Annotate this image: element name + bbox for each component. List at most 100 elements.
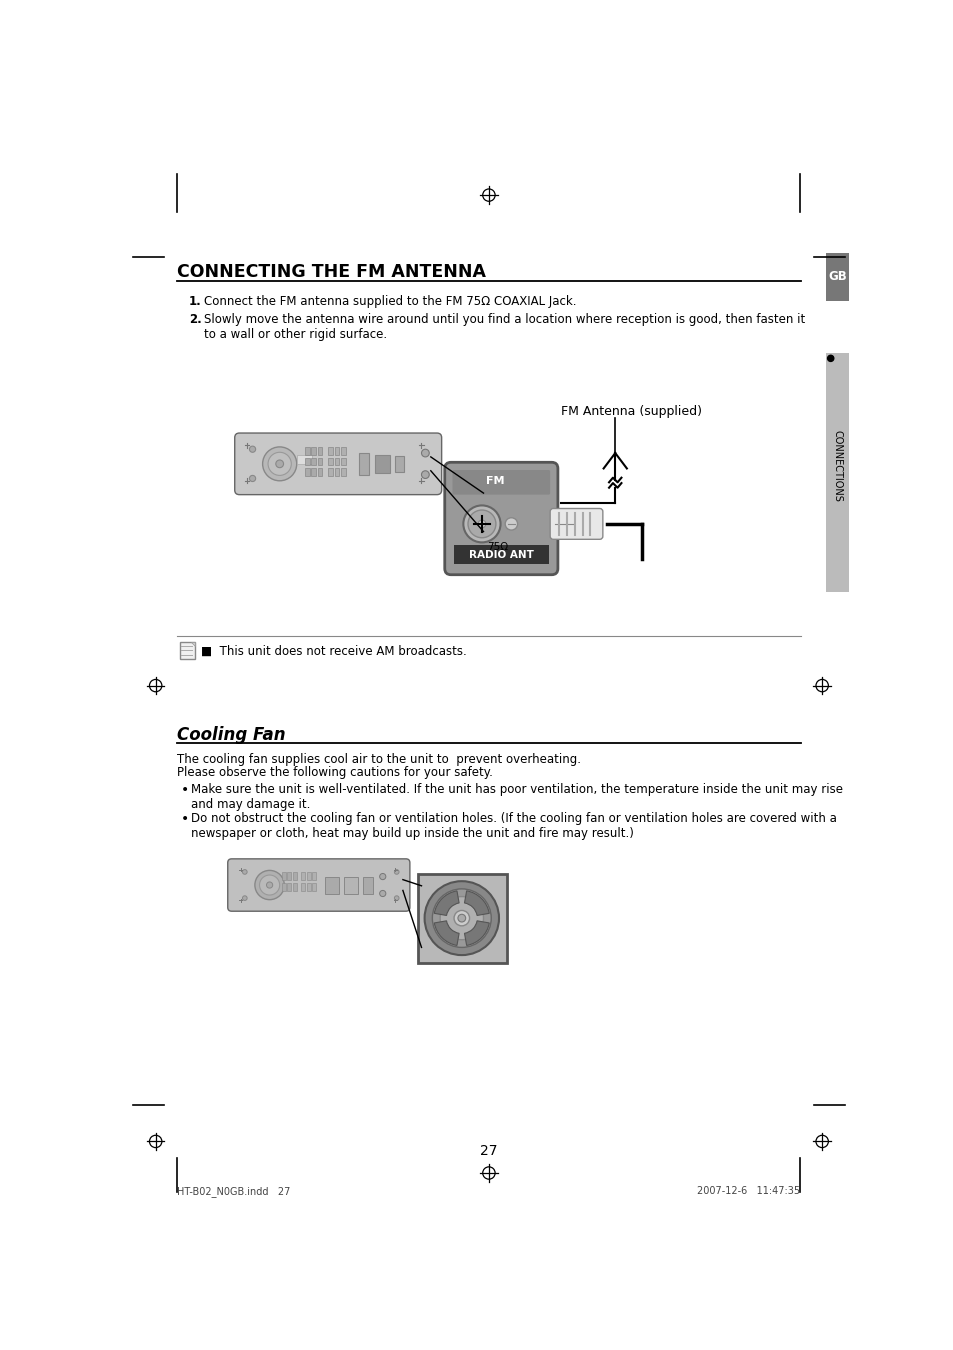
Bar (282, 883, 286, 891)
Bar (311, 458, 315, 466)
Bar (324, 876, 338, 894)
Bar (359, 454, 369, 475)
Circle shape (457, 914, 465, 922)
Bar (301, 883, 305, 891)
Text: 75Ω: 75Ω (486, 543, 508, 552)
Bar (287, 872, 291, 880)
Bar (307, 872, 311, 880)
Bar (375, 455, 390, 472)
Text: Slowly move the antenna wire around until you find a location where reception is: Slowly move the antenna wire around unti… (204, 313, 805, 342)
Circle shape (432, 888, 491, 948)
Bar (317, 458, 322, 466)
Circle shape (505, 518, 517, 531)
Text: •: • (181, 783, 190, 798)
Bar (301, 872, 305, 880)
Text: Do not obstruct the cooling fan or ventilation holes. (If the cooling fan or ven: Do not obstruct the cooling fan or venti… (192, 811, 837, 840)
Circle shape (249, 446, 255, 452)
Circle shape (394, 896, 398, 900)
Circle shape (242, 869, 247, 875)
FancyBboxPatch shape (179, 641, 195, 659)
FancyBboxPatch shape (452, 470, 550, 494)
Text: CONNECTIONS: CONNECTIONS (832, 431, 841, 502)
Text: •: • (181, 811, 190, 826)
FancyBboxPatch shape (228, 859, 410, 911)
Text: CONNECTING THE FM ANTENNA: CONNECTING THE FM ANTENNA (177, 263, 486, 281)
Circle shape (439, 896, 483, 940)
Text: FM Antenna (supplied): FM Antenna (supplied) (560, 405, 701, 417)
Circle shape (454, 910, 469, 926)
Text: 1.: 1. (189, 296, 201, 308)
Bar (305, 458, 310, 466)
Bar (305, 447, 310, 455)
Wedge shape (464, 921, 489, 945)
Bar (328, 447, 333, 455)
Wedge shape (434, 921, 458, 945)
FancyBboxPatch shape (550, 509, 602, 539)
Text: RADIO ANT: RADIO ANT (468, 549, 533, 560)
Text: 2.: 2. (189, 313, 201, 325)
Circle shape (827, 355, 833, 362)
Circle shape (254, 871, 284, 899)
Bar (335, 458, 339, 466)
Bar (344, 876, 357, 894)
Bar (328, 458, 333, 466)
Text: 2007-12-6   11:47:35: 2007-12-6 11:47:35 (697, 1187, 800, 1196)
Text: GB: GB (827, 270, 846, 284)
Circle shape (379, 873, 385, 880)
Circle shape (463, 505, 500, 543)
Circle shape (268, 452, 291, 475)
Wedge shape (434, 891, 458, 915)
Text: ■  This unit does not receive AM broadcasts.: ■ This unit does not receive AM broadcas… (201, 645, 467, 657)
Circle shape (424, 882, 498, 954)
Text: Connect the FM antenna supplied to the FM 75Ω COAXIAL Jack.: Connect the FM antenna supplied to the F… (204, 296, 577, 308)
Bar (287, 883, 291, 891)
Circle shape (266, 882, 273, 888)
Circle shape (394, 869, 398, 875)
Bar (335, 447, 339, 455)
Text: Cooling Fan: Cooling Fan (177, 726, 286, 744)
Bar (296, 455, 312, 464)
Bar (305, 468, 310, 477)
Bar (825, 252, 848, 301)
Bar (312, 883, 315, 891)
Circle shape (421, 471, 429, 478)
Bar (307, 883, 311, 891)
Circle shape (249, 475, 255, 482)
Bar (335, 468, 339, 477)
Circle shape (379, 891, 385, 896)
Circle shape (468, 510, 496, 537)
Text: Please observe the following cautions for your safety.: Please observe the following cautions fo… (177, 765, 493, 779)
Bar (293, 883, 296, 891)
Text: FM: FM (485, 477, 504, 486)
Bar (340, 468, 345, 477)
Bar (282, 872, 286, 880)
Circle shape (242, 896, 247, 900)
Text: Make sure the unit is well-ventilated. If the unit has poor ventilation, the tem: Make sure the unit is well-ventilated. I… (192, 783, 842, 811)
Circle shape (477, 520, 485, 528)
Polygon shape (191, 641, 195, 647)
Bar (454, 545, 548, 564)
Bar (395, 456, 404, 471)
Bar (328, 468, 333, 477)
Text: 27: 27 (479, 1143, 497, 1158)
Bar (317, 468, 322, 477)
Bar (363, 876, 373, 894)
Bar (317, 447, 322, 455)
Bar (340, 458, 345, 466)
Bar (825, 352, 848, 591)
Circle shape (262, 447, 296, 481)
Bar (340, 447, 345, 455)
FancyBboxPatch shape (444, 462, 558, 575)
Bar (312, 872, 315, 880)
Bar (293, 872, 296, 880)
Bar (311, 447, 315, 455)
FancyBboxPatch shape (234, 433, 441, 494)
Text: HT-B02_N0GB.indd   27: HT-B02_N0GB.indd 27 (177, 1187, 291, 1197)
Circle shape (421, 450, 429, 456)
Bar (311, 468, 315, 477)
Circle shape (259, 875, 279, 895)
Wedge shape (464, 891, 489, 915)
FancyBboxPatch shape (417, 875, 506, 963)
Text: The cooling fan supplies cool air to the unit to  prevent overheating.: The cooling fan supplies cool air to the… (177, 752, 580, 765)
Circle shape (275, 460, 283, 467)
